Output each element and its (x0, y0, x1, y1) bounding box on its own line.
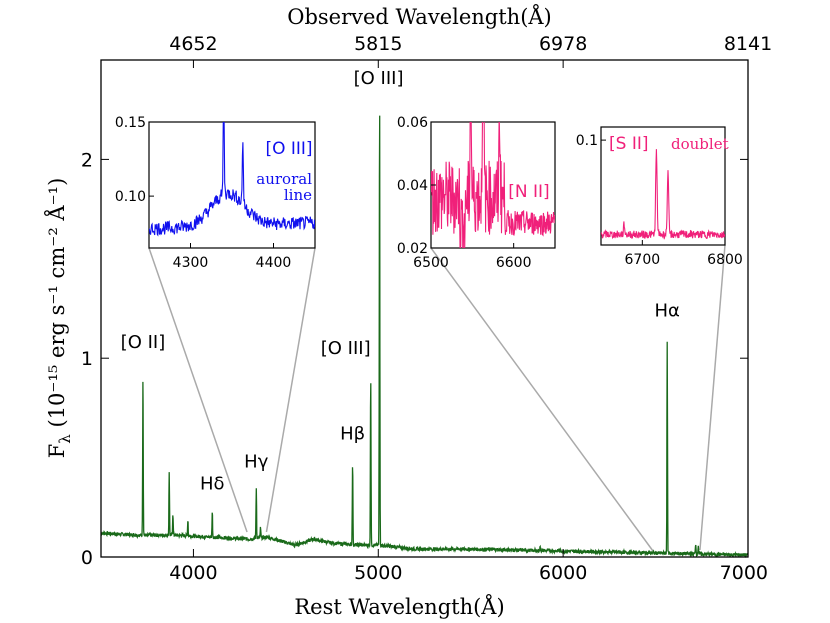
line-label: Hα (655, 300, 680, 321)
inset-note: auroral (256, 170, 312, 188)
inset-line-label: [O III] (265, 139, 312, 159)
x-tick-label: 4000 (169, 562, 217, 584)
inset-y-tick-label: 0.06 (397, 115, 428, 131)
y-tick-label: 2 (81, 149, 93, 171)
y-tick-label: 1 (81, 348, 93, 370)
plot-frame (100, 59, 749, 558)
inset-x-tick-label: 4300 (173, 255, 209, 271)
inset-nii-halpha: 6500 6600 0.06 0.04 0.02 [N II] (397, 115, 556, 271)
main-plot (100, 59, 749, 559)
zoom-guide-line (430, 247, 655, 553)
inset-y-tick-label: 0.04 (397, 178, 428, 194)
zoom-guide-line (265, 247, 316, 533)
inset-x-tick-label: 6500 (413, 255, 449, 271)
inset-line-label: [S II] (609, 134, 649, 154)
x-tick-label: 5000 (354, 562, 402, 584)
line-label: [O III] (321, 338, 371, 359)
inset-spectrum-line (149, 122, 315, 237)
x-axis-title: Rest Wavelength(Å) (294, 594, 504, 619)
inset-x-tick-label: 6700 (625, 252, 661, 268)
line-label: [O III] (354, 68, 404, 89)
spectrum-line (100, 115, 749, 559)
top-tick-label: 8141 (724, 33, 772, 55)
inset-x-tick-label: 6600 (496, 255, 532, 271)
line-label: Hδ (200, 473, 225, 494)
inset-line-label: [N II] (508, 182, 549, 202)
y-axis-title: Fλ (10⁻¹⁵ erg s⁻¹ cm⁻² Å⁻¹) (44, 178, 74, 459)
y-axis-title-group: Fλ (10⁻¹⁵ erg s⁻¹ cm⁻² Å⁻¹) (44, 178, 74, 459)
inset-x-tick-label: 4400 (256, 255, 292, 271)
inset-y-tick-label: 0.1 (576, 133, 598, 149)
x-tick-label: 7000 (720, 562, 768, 584)
zoom-guide-line (148, 247, 248, 533)
line-label: Hβ (340, 424, 365, 445)
top-tick-label: 5815 (354, 33, 402, 55)
inset-spectrum-line (601, 149, 725, 240)
top-tick-label: 6978 (539, 33, 587, 55)
inset-frame (600, 126, 726, 246)
inset-note: line (284, 186, 312, 204)
x-tick-label: 6000 (539, 562, 587, 584)
inset-y-tick-label: 0.02 (397, 241, 428, 257)
inset-y-tick-label: 0.10 (115, 189, 146, 205)
line-label: Hγ (244, 451, 269, 472)
line-label: [O II] (121, 332, 166, 353)
inset-x-tick-label: 6800 (707, 252, 743, 268)
inset-spectrum-line (431, 122, 555, 248)
y-tick-label: 0 (81, 547, 93, 569)
zoom-guides (148, 244, 726, 553)
inset-y-tick-label: 0.15 (115, 115, 146, 131)
inset-note: doublet (671, 135, 729, 153)
inset-sii-doublet: 6700 6800 0.1 [S II] doublet (576, 126, 743, 268)
axis-text: 4000 5000 6000 7000 4652 5815 6978 8141 0 1 2 Rest … (44, 4, 772, 619)
zoom-guide-line (699, 244, 726, 551)
top-axis-title: Observed Wavelength(Å) (287, 4, 552, 29)
top-tick-label: 4652 (169, 33, 217, 55)
